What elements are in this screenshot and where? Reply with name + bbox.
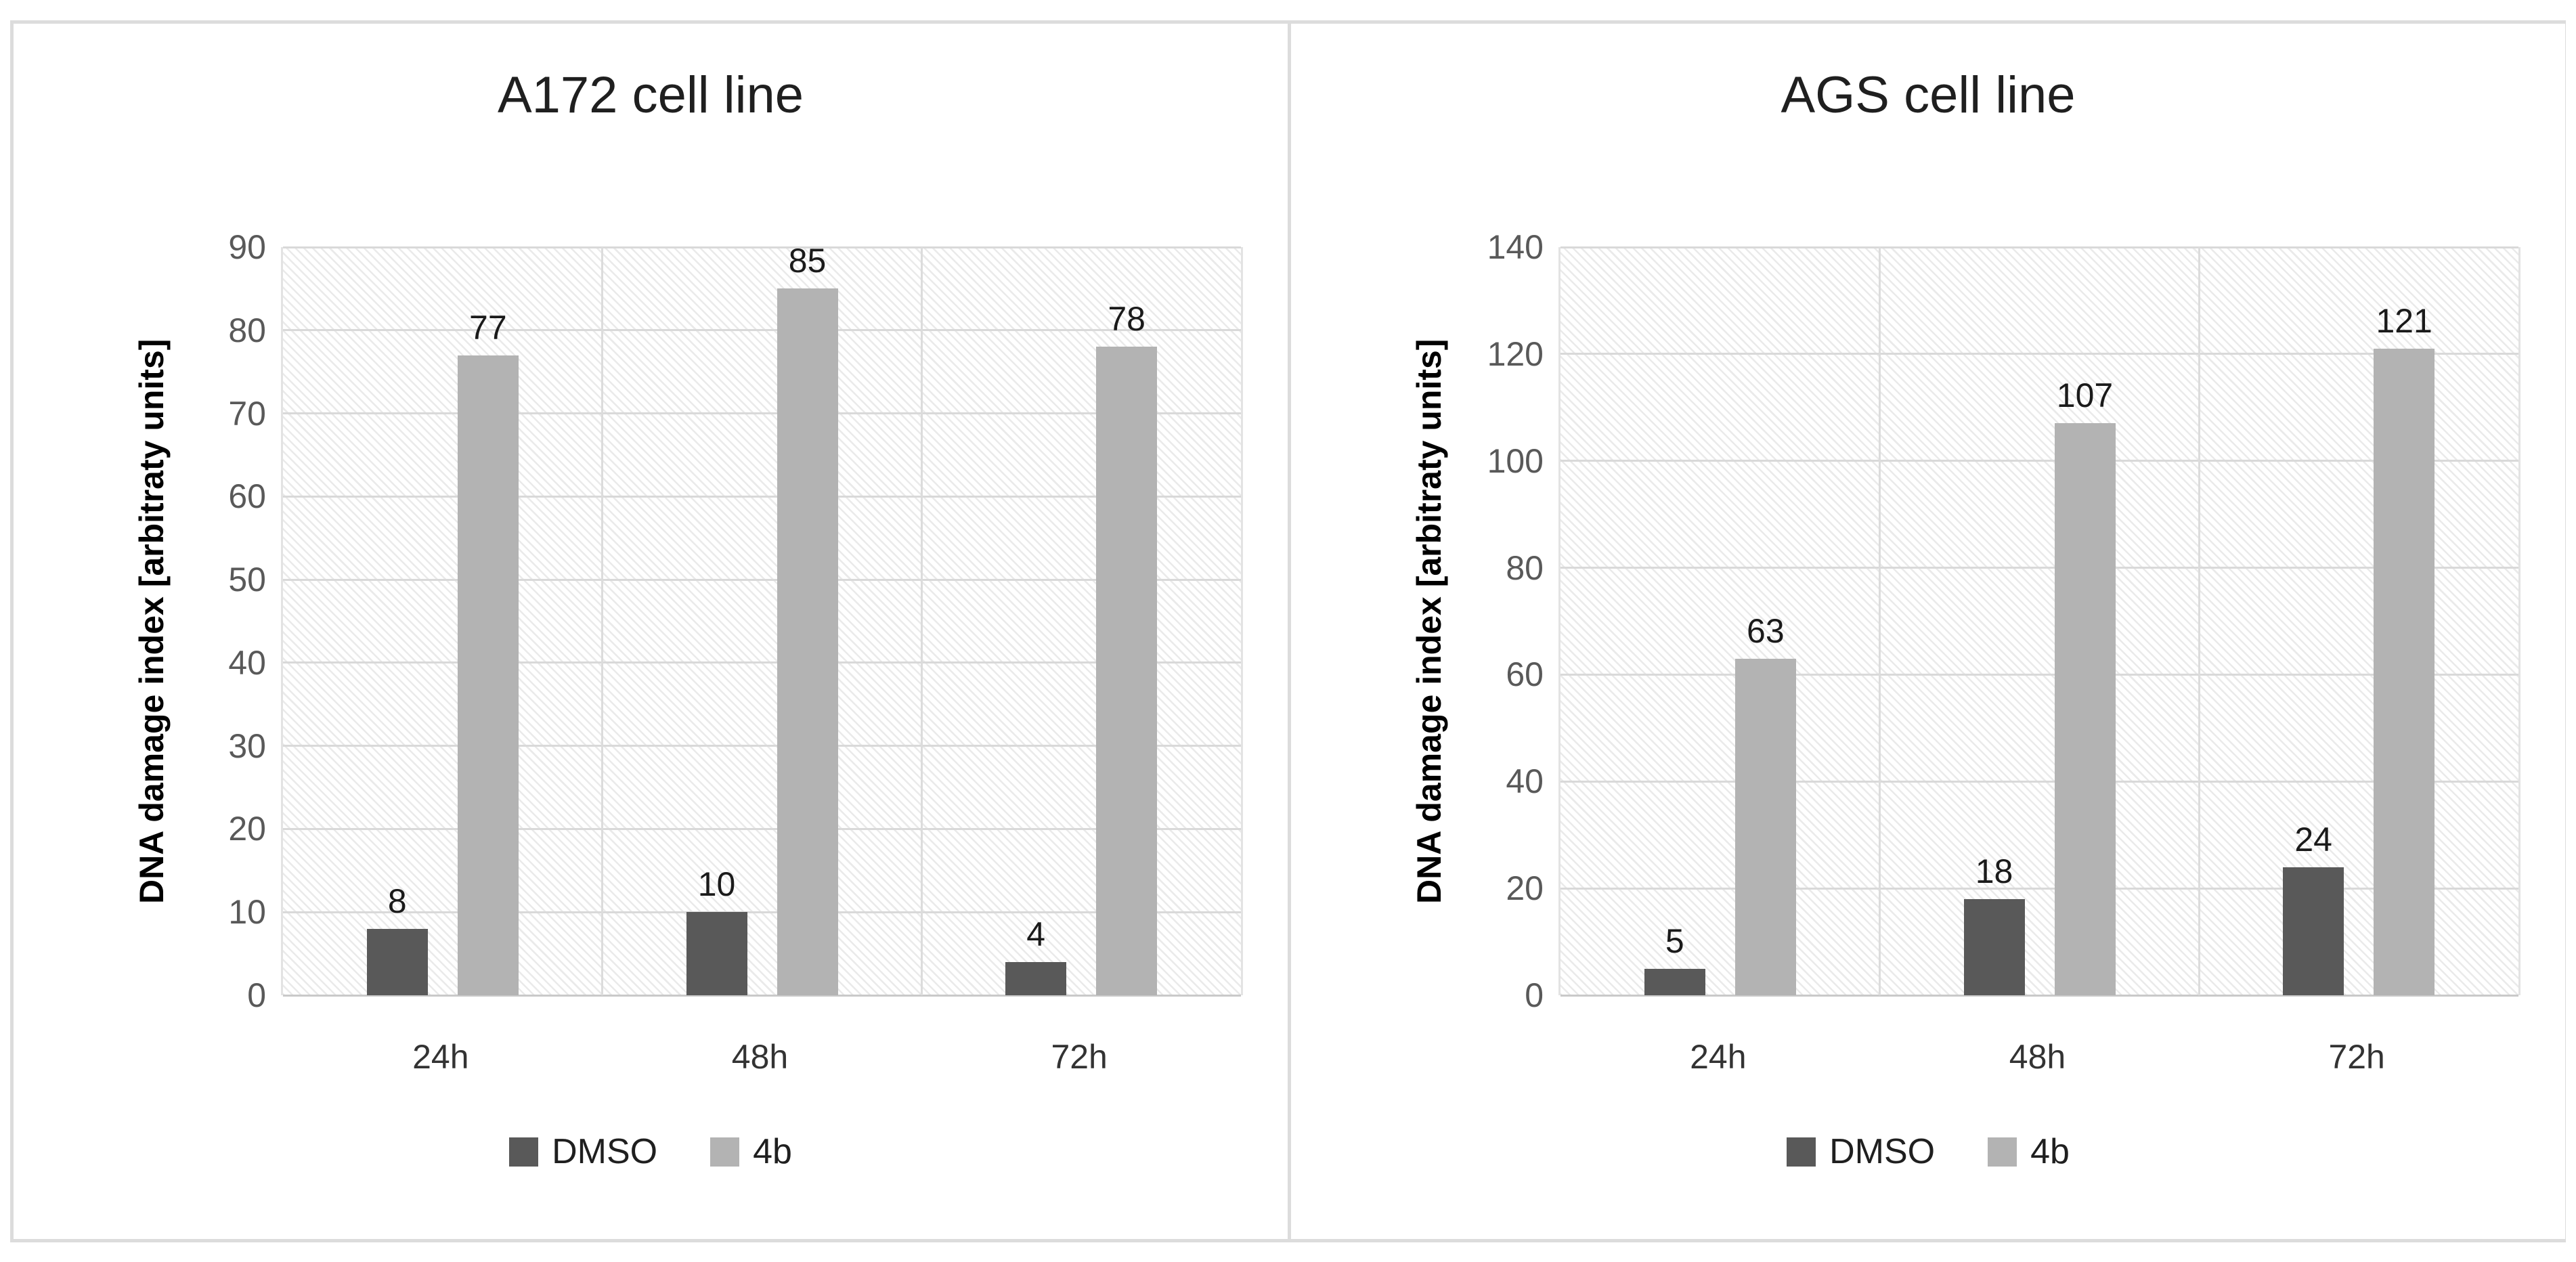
gridline-y-0 <box>283 994 1241 997</box>
bar-4b-72h <box>2374 348 2435 995</box>
legend-item-dmso: DMSO <box>1787 1133 1935 1171</box>
y-tick-label-100: 100 <box>1487 441 1544 480</box>
y-tick-label-0: 0 <box>247 976 266 1014</box>
legend-item-4b: 4b <box>710 1133 792 1171</box>
y-tick-label-60: 60 <box>1506 655 1544 694</box>
gridline-y-30 <box>283 745 1241 747</box>
vertical-gridline-2 <box>2198 247 2200 995</box>
y-tick-label-20: 20 <box>1506 869 1544 908</box>
bar-4b-48h <box>2054 423 2116 995</box>
gridline-y-140 <box>1560 246 2518 248</box>
legend-item-4b: 4b <box>1988 1133 2070 1171</box>
x-category-label-72h: 72h <box>1051 1038 1108 1076</box>
legend-label-4b: 4b <box>2030 1132 2070 1171</box>
data-label-4b-24h: 77 <box>469 308 507 347</box>
bar-4b-24h <box>457 355 519 995</box>
plot-area: 5 63 18 107 24 121 <box>1558 246 2520 997</box>
gridline-y-40 <box>1560 780 2518 783</box>
y-tick-label-0: 0 <box>1525 976 1544 1014</box>
data-label-4b-48h: 85 <box>788 242 827 280</box>
y-tick-label-70: 70 <box>228 394 266 433</box>
chart-title: AGS cell line <box>1781 66 2076 124</box>
bar-dmso-72h <box>1005 961 1067 995</box>
y-tick-label-40: 40 <box>228 643 266 682</box>
chart-panel-a172: A172 cell line DNA damage index [arbitra… <box>14 24 1291 1239</box>
gridline-y-60 <box>1560 673 2518 676</box>
legend: DMSO 4b <box>1291 1133 2565 1171</box>
data-label-dmso-48h: 18 <box>1975 852 2013 890</box>
plot-area: 8 77 10 85 4 78 <box>281 242 1243 997</box>
x-category-label-24h: 24h <box>412 1038 469 1076</box>
legend-item-dmso: DMSO <box>509 1133 657 1171</box>
chart-panel-ags: AGS cell line DNA damage index [arbitrat… <box>1291 24 2565 1239</box>
bar-4b-24h <box>1734 658 1796 995</box>
gridline-y-20 <box>1560 887 2518 890</box>
gridline-y-10 <box>283 911 1241 913</box>
vertical-gridline-1 <box>1879 247 1881 995</box>
data-label-dmso-24h: 8 <box>387 882 407 920</box>
legend-swatch-dmso <box>509 1137 539 1167</box>
gridline-y-100 <box>1560 460 2518 462</box>
x-category-label-24h: 24h <box>1690 1038 1747 1076</box>
gridline-y-0 <box>1560 994 2518 997</box>
data-label-4b-24h: 63 <box>1747 611 1785 650</box>
bar-4b-72h <box>1096 347 1158 995</box>
legend: DMSO 4b <box>14 1133 1288 1171</box>
legend-swatch-4b <box>710 1137 740 1167</box>
chart-title: A172 cell line <box>497 66 804 124</box>
gridline-y-80 <box>283 329 1241 332</box>
legend-label-4b: 4b <box>753 1132 792 1171</box>
bar-dmso-24h <box>366 928 428 995</box>
bar-4b-48h <box>777 288 838 995</box>
vertical-gridline-2 <box>920 247 923 995</box>
y-tick-label-120: 120 <box>1487 334 1544 373</box>
bar-dmso-48h <box>686 912 747 995</box>
figure: A172 cell line DNA damage index [arbitra… <box>10 20 2566 1242</box>
data-label-dmso-48h: 10 <box>697 865 736 904</box>
bar-dmso-48h <box>1963 898 2025 995</box>
x-category-label-48h: 48h <box>731 1038 789 1076</box>
data-label-4b-48h: 107 <box>2056 376 2114 415</box>
y-tick-label-80: 80 <box>228 311 266 349</box>
gridline-y-20 <box>283 827 1241 830</box>
data-label-dmso-24h: 5 <box>1665 921 1684 960</box>
gridline-y-90 <box>283 246 1241 248</box>
gridline-y-70 <box>283 412 1241 415</box>
legend-label-dmso: DMSO <box>552 1132 658 1171</box>
bar-dmso-24h <box>1644 968 1705 995</box>
y-tick-label-30: 30 <box>228 726 266 765</box>
y-tick-label-50: 50 <box>228 561 266 599</box>
data-label-4b-72h: 121 <box>2376 301 2432 340</box>
gridline-y-120 <box>1560 353 2518 355</box>
x-category-label-48h: 48h <box>2009 1038 2066 1076</box>
y-tick-label-10: 10 <box>228 893 266 932</box>
data-label-dmso-72h: 4 <box>1026 915 1046 953</box>
y-tick-label-60: 60 <box>228 477 266 516</box>
gridline-y-60 <box>283 495 1241 498</box>
y-tick-label-140: 140 <box>1487 228 1544 266</box>
x-category-label-72h: 72h <box>2328 1038 2385 1076</box>
gridline-y-40 <box>283 661 1241 664</box>
gridline-y-50 <box>283 578 1241 581</box>
legend-swatch-dmso <box>1787 1137 1816 1167</box>
y-tick-label-80: 80 <box>1506 548 1544 587</box>
y-tick-label-40: 40 <box>1506 762 1544 801</box>
vertical-gridline-1 <box>601 247 604 995</box>
y-tick-label-90: 90 <box>228 228 266 266</box>
data-label-dmso-72h: 24 <box>2294 820 2332 858</box>
bar-dmso-72h <box>2283 867 2344 995</box>
gridline-y-80 <box>1560 567 2518 569</box>
data-label-4b-72h: 78 <box>1108 300 1145 339</box>
legend-swatch-4b <box>1988 1137 2017 1167</box>
legend-label-dmso: DMSO <box>1829 1132 1936 1171</box>
y-tick-label-20: 20 <box>228 810 266 848</box>
